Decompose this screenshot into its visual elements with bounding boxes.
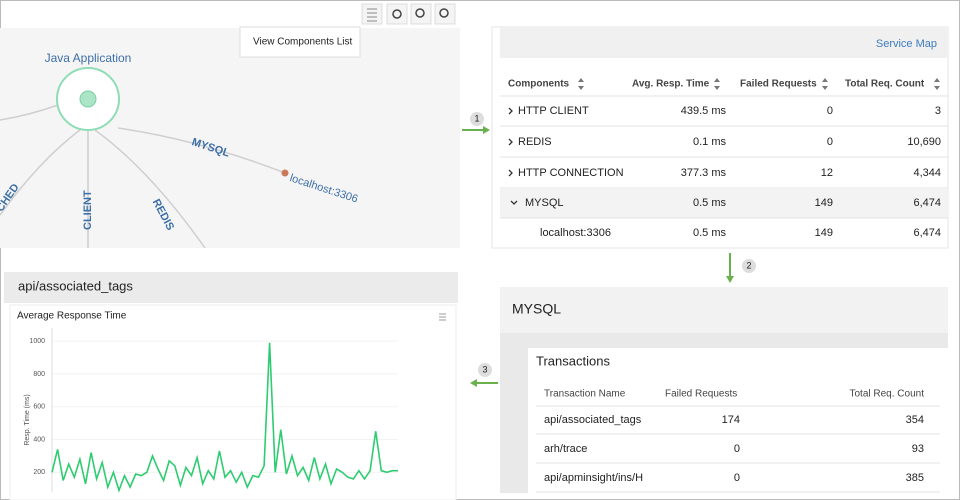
- component-metric: 0.1 ms: [693, 136, 727, 148]
- edge-label: CLIENT: [82, 190, 94, 230]
- chart-title: Average Response Time: [17, 311, 127, 322]
- step-number: 3: [482, 364, 487, 374]
- transaction-metric: 93: [912, 443, 924, 455]
- component-metric: 12: [821, 167, 833, 179]
- component-metric: 6,474: [913, 197, 941, 209]
- zoom-in-icon: [415, 8, 425, 18]
- toolbar: [361, 3, 456, 25]
- column-header: Failed Requests: [740, 79, 817, 90]
- column-header: Total Req. Count: [850, 389, 925, 400]
- zoom-out-button[interactable]: [434, 3, 456, 25]
- refresh-button[interactable]: [386, 3, 408, 25]
- transaction-metric: 0: [734, 472, 740, 484]
- sort-icon: [822, 78, 828, 90]
- flow-arrows: [462, 126, 734, 387]
- expand-icon: [508, 107, 513, 115]
- expand-icon: [508, 138, 513, 146]
- app-node-core: [79, 90, 97, 108]
- transaction-title: api/associated_tags: [18, 278, 133, 293]
- components-header: [500, 27, 948, 58]
- transaction-metric: 174: [722, 414, 740, 426]
- transactions-title: Transactions: [536, 353, 610, 368]
- row-highlight: [500, 188, 948, 218]
- tooltip-text[interactable]: View Components List: [253, 37, 353, 48]
- transaction-header: [4, 272, 458, 303]
- y-tick-label: 400: [33, 436, 45, 443]
- component-metric: 0: [827, 105, 833, 117]
- component-metric: 4,344: [913, 167, 941, 179]
- map-area: [0, 28, 460, 248]
- host-node[interactable]: [281, 169, 289, 177]
- map-edges: [0, 104, 286, 249]
- y-tick-label: 200: [33, 469, 45, 476]
- component-metric: 0: [827, 136, 833, 148]
- transaction-name: api/apminsight/ins/H: [544, 472, 643, 484]
- step-badge: [742, 259, 756, 273]
- sort-icon: [578, 78, 584, 90]
- component-metric: 377.3 ms: [681, 167, 727, 179]
- step-badge: [478, 363, 492, 377]
- transactions-card: [528, 348, 948, 493]
- transaction-metric: 354: [906, 414, 924, 426]
- expand-icon: [508, 169, 513, 177]
- zoom-in-button[interactable]: [410, 3, 432, 25]
- component-name: REDIS: [518, 136, 552, 148]
- column-header: Total Req. Count: [845, 79, 925, 90]
- chart-menu[interactable]: [439, 313, 446, 321]
- step-number: 2: [746, 260, 751, 270]
- y-tick-label: 800: [33, 371, 45, 378]
- mysql-title: MYSQL: [512, 301, 561, 317]
- component-metric: 439.5 ms: [681, 105, 727, 117]
- list-icon: [367, 8, 377, 22]
- transaction-name: arh/trace: [544, 443, 587, 455]
- component-metric: 149: [815, 197, 833, 209]
- component-metric: 0.5 ms: [693, 227, 727, 239]
- component-metric: 10,690: [907, 136, 941, 148]
- component-metric: 149: [815, 227, 833, 239]
- mysql-header: [500, 287, 948, 333]
- component-metric: 6,474: [913, 227, 941, 239]
- collapse-icon: [510, 200, 518, 205]
- service-map-link[interactable]: Service Map: [876, 38, 937, 50]
- zoom-out-icon: [439, 8, 449, 18]
- step-badge: [470, 112, 484, 126]
- component-name: localhost:3306: [540, 227, 611, 239]
- app-node-label: Java Application: [45, 51, 132, 65]
- series-line: [51, 342, 398, 493]
- tooltip: [239, 26, 361, 58]
- y-axis-label: Resp. Time (ms): [24, 394, 31, 445]
- step-number: 1: [474, 113, 479, 123]
- component-metric: 3: [935, 105, 941, 117]
- y-tick-label: 1000: [29, 338, 45, 345]
- component-name: HTTP CLIENT: [518, 105, 589, 117]
- column-header: Transaction Name: [544, 389, 626, 400]
- column-header: Components: [508, 79, 570, 90]
- component-name: MYSQL: [525, 197, 564, 209]
- component-name: HTTP CONNECTION: [518, 167, 624, 179]
- column-header: Failed Requests: [665, 389, 737, 400]
- y-tick-label: 600: [33, 404, 45, 411]
- column-header: Avg. Resp. Time: [632, 79, 710, 90]
- transaction-metric: 385: [906, 472, 924, 484]
- transaction-name: api/associated_tags: [544, 414, 642, 426]
- sort-icon: [714, 78, 720, 90]
- chart-card: [9, 304, 457, 500]
- refresh-icon: [392, 9, 402, 19]
- sort-icon: [934, 78, 940, 90]
- component-metric: 0.5 ms: [693, 197, 727, 209]
- transaction-metric: 0: [734, 443, 740, 455]
